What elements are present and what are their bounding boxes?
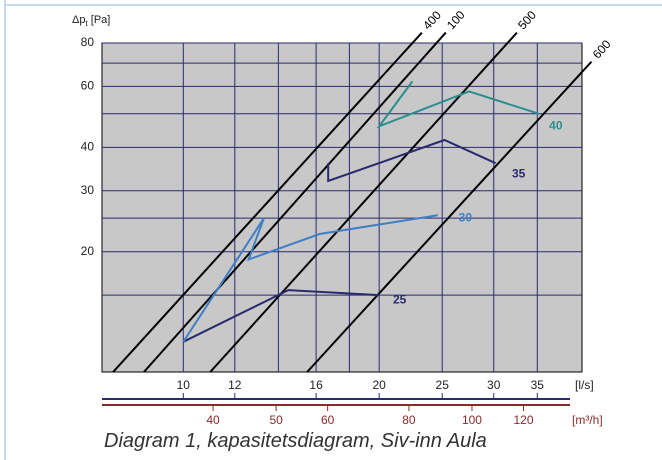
x-tick-label-ls: 35 [531, 378, 545, 392]
diagonal-label-600: 600 [590, 37, 614, 61]
x-tick-label-ls: 16 [309, 378, 323, 392]
plot-area [101, 42, 583, 373]
x-tick-label-m3h: 120 [513, 413, 533, 427]
x-tick-label-m3h: 80 [402, 413, 416, 427]
diagonal-line-500 [209, 31, 518, 373]
x-tick-label-m3h: 40 [206, 413, 220, 427]
series-label-25: 25 [393, 292, 407, 306]
diagonal-label-500: 500 [515, 8, 539, 32]
series-line-35 [327, 138, 497, 183]
series-label-40: 40 [549, 119, 563, 133]
chart-caption: Diagram 1, kapasitetsdiagram, Siv-inn Au… [104, 430, 487, 452]
x-axis-ls-unit: [l/s] [575, 378, 594, 392]
x-tick-label-ls: 20 [372, 378, 386, 392]
series-label-35: 35 [512, 166, 526, 180]
series-line-40 [376, 80, 540, 129]
series-label-30: 30 [459, 210, 473, 224]
x-tick-label-ls: 10 [177, 378, 191, 392]
y-tick-label: 40 [81, 140, 95, 154]
diagonal-label-100: 100 [444, 8, 468, 33]
x-tick-label-m3h: 100 [462, 413, 482, 427]
series-line-30 [182, 214, 438, 343]
x-tick-label-m3h: 50 [269, 413, 283, 427]
y-tick-label: 30 [81, 183, 95, 197]
diagonal-line-100 [143, 31, 447, 373]
series-line-25 [182, 289, 380, 343]
x-tick-label-m3h: 60 [321, 413, 335, 427]
x-axis-m3h-unit: [m³/h] [572, 413, 603, 427]
y-tick-label: 80 [81, 35, 95, 49]
diagonal-label-400: 400 [420, 8, 444, 32]
diagonal-line-400 [112, 31, 423, 373]
y-tick-label: 60 [81, 78, 95, 92]
x-tick-label-ls: 12 [228, 378, 242, 392]
x-tick-label-ls: 25 [436, 378, 450, 392]
x-tick-label-ls: 30 [487, 378, 501, 392]
y-axis-label: Δpt [Pa] [72, 14, 110, 28]
diagonal-line-600 [306, 60, 593, 373]
y-tick-label: 20 [81, 244, 95, 258]
